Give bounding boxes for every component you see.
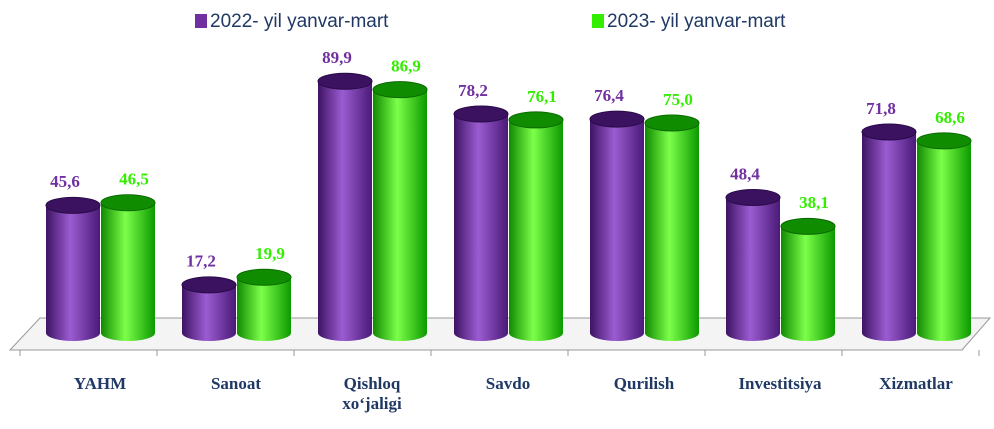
value-label: 45,6 (50, 172, 80, 191)
bar-top (861, 123, 917, 141)
bar (862, 131, 916, 341)
bar-top (236, 268, 292, 286)
bar (917, 140, 971, 341)
bar (590, 119, 644, 341)
bar (318, 81, 372, 341)
value-label: 86,9 (391, 57, 421, 76)
x-tick-label: Sanoat (210, 374, 262, 393)
value-label: 76,1 (527, 87, 557, 106)
x-tick-label: Investitsiya (738, 374, 822, 393)
x-tick-label: Qurilish (613, 374, 675, 393)
bar (509, 119, 563, 341)
x-tick-label: Qishloq xo‘jaligi (342, 374, 402, 413)
legend-label: 2022- yil yanvar-mart (210, 11, 389, 32)
value-label: 89,9 (322, 48, 352, 67)
bar-top (508, 111, 564, 129)
bar (237, 277, 291, 341)
value-label: 71,8 (866, 99, 896, 118)
value-label: 38,1 (799, 193, 829, 212)
legend-swatch (592, 14, 604, 28)
bar (726, 197, 780, 341)
bar (781, 226, 835, 341)
bar (645, 123, 699, 341)
bar (373, 89, 427, 342)
legend-label: 2023- yil yanvar-mart (607, 11, 786, 32)
bar (454, 114, 508, 341)
value-label: 48,4 (730, 164, 760, 183)
bar-top (181, 276, 237, 294)
value-label: 78,2 (458, 81, 488, 100)
bar (182, 284, 236, 341)
value-label: 17,2 (186, 252, 216, 271)
bar-top (589, 110, 645, 128)
value-label: 75,0 (663, 90, 693, 109)
bar-top (725, 188, 781, 206)
bar-top (916, 132, 972, 150)
bar-top (100, 194, 156, 212)
bar-top (644, 114, 700, 132)
value-label: 46,5 (119, 170, 149, 189)
bar-top (317, 72, 373, 90)
value-label: 76,4 (594, 86, 624, 105)
bar (46, 205, 100, 341)
value-label: 19,9 (255, 244, 285, 263)
value-label: 68,6 (935, 108, 965, 127)
bar-top (453, 105, 509, 123)
x-tick-label: Savdo (485, 374, 531, 393)
bar-top (45, 196, 101, 214)
bar-top (780, 217, 836, 235)
legend-swatch (195, 14, 207, 28)
x-tick-label: Xizmatlar (879, 374, 953, 393)
bar-top (372, 81, 428, 99)
bar (101, 202, 155, 341)
x-tick-label: YAHM (73, 374, 127, 393)
